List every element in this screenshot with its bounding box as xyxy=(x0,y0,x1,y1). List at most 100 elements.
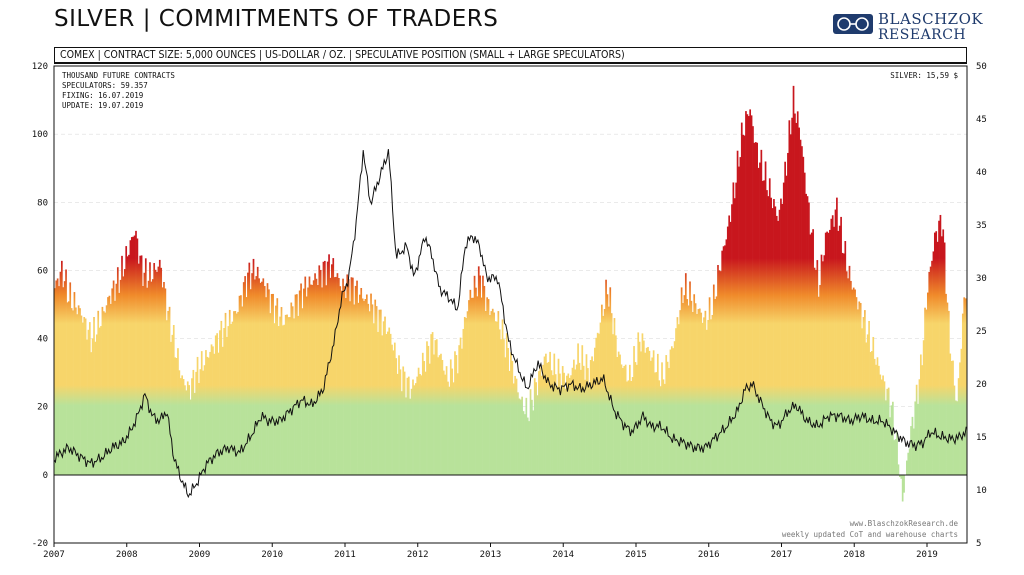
speculators-bar xyxy=(270,294,273,475)
speculators-bar xyxy=(454,351,456,475)
speculators-bar xyxy=(622,367,624,475)
speculators-bar xyxy=(233,311,235,475)
speculators-bar xyxy=(479,275,482,475)
speculators-bar xyxy=(249,289,252,475)
speculators-bar xyxy=(690,300,693,475)
speculators-bar xyxy=(627,380,630,475)
speculators-bar xyxy=(925,309,928,475)
speculators-bar xyxy=(286,314,288,475)
speculators-bar xyxy=(361,298,364,475)
left-tick-label: 20 xyxy=(37,403,48,413)
speculators-bar xyxy=(529,389,532,475)
speculators-bar xyxy=(816,260,819,475)
speculators-bar xyxy=(946,302,949,475)
speculators-area xyxy=(54,85,967,502)
speculators-bar xyxy=(119,279,122,475)
speculators-bar xyxy=(324,260,326,475)
speculators-bar xyxy=(391,344,393,475)
speculators-bar xyxy=(258,278,260,475)
speculators-bar xyxy=(714,299,717,475)
speculators-bar xyxy=(167,310,170,475)
speculators-bar xyxy=(609,287,612,475)
speculators-bar xyxy=(641,333,644,475)
speculators-bar xyxy=(395,358,398,475)
speculators-bar xyxy=(468,300,470,475)
speculators-bar xyxy=(329,277,332,475)
speculators-bar xyxy=(111,288,114,475)
speculators-bar xyxy=(801,146,803,475)
speculators-bar xyxy=(477,266,480,475)
speculators-bar xyxy=(701,322,704,475)
speculators-bar xyxy=(407,376,410,475)
speculators-bar xyxy=(633,346,635,475)
speculators-bar xyxy=(441,359,444,475)
speculators-bar xyxy=(606,294,609,475)
speculators-bar xyxy=(223,328,225,475)
subtitle-box: COMEX | CONTRACT SIZE: 5,000 OUNCES | US… xyxy=(54,47,967,64)
speculators-bar xyxy=(728,215,731,475)
speculators-bar xyxy=(156,271,158,475)
speculators-bar xyxy=(171,334,174,475)
speculators-bar xyxy=(168,306,171,475)
speculators-bar xyxy=(442,370,445,475)
speculators-bar xyxy=(416,376,419,475)
speculators-bar xyxy=(265,297,267,475)
speculators-bar xyxy=(687,305,690,475)
speculators-bar xyxy=(268,289,270,475)
speculators-bar xyxy=(172,325,175,475)
speculators-bar xyxy=(346,274,349,475)
speculators-bar xyxy=(74,307,77,475)
speculators-bar xyxy=(332,258,335,475)
speculators-bar xyxy=(918,379,921,475)
speculators-bar xyxy=(216,333,218,475)
speculators-bar xyxy=(684,273,687,475)
speculators-bar xyxy=(596,332,599,475)
speculators-bar xyxy=(746,114,749,475)
speculators-bar xyxy=(732,182,735,475)
speculators-bar xyxy=(434,340,437,475)
speculators-bar xyxy=(193,392,196,475)
speculators-bar xyxy=(615,335,617,475)
speculators-bar xyxy=(543,356,546,475)
speculators-bar xyxy=(682,303,684,475)
speculators-bar xyxy=(101,306,104,475)
info-line-1: THOUSAND FUTURE CONTRACTS xyxy=(62,71,175,80)
speculators-bar xyxy=(929,266,932,475)
speculators-bar xyxy=(224,312,227,475)
speculators-bar xyxy=(514,375,516,475)
speculators-bar xyxy=(535,382,537,475)
speculators-bar xyxy=(735,182,738,475)
speculators-bar xyxy=(114,300,116,475)
speculators-bar xyxy=(753,142,756,475)
speculators-bar xyxy=(157,266,160,475)
speculators-bar xyxy=(109,303,112,475)
speculators-bar xyxy=(588,385,591,475)
speculators-bar xyxy=(261,281,263,475)
speculators-bar xyxy=(55,280,58,475)
speculators-bar xyxy=(889,417,891,475)
speculators-bar xyxy=(280,307,283,475)
speculators-bar xyxy=(440,353,442,475)
speculators-bar xyxy=(703,317,705,475)
x-tick-label: 2008 xyxy=(116,550,138,560)
speculators-bar xyxy=(524,414,526,475)
speculators-bar xyxy=(613,318,616,475)
speculators-bar xyxy=(298,290,301,475)
left-tick-label: 120 xyxy=(32,62,48,72)
speculators-bar xyxy=(181,375,184,475)
speculators-bar xyxy=(209,351,211,475)
speculators-bar xyxy=(947,310,950,475)
speculators-bar xyxy=(470,297,473,475)
speculators-bar xyxy=(656,353,659,475)
speculators-bar xyxy=(673,341,676,475)
ornament-logo-icon xyxy=(833,14,873,34)
speculators-bar xyxy=(809,234,812,475)
speculators-bar xyxy=(409,398,412,475)
speculators-bar xyxy=(626,381,628,475)
speculators-bar xyxy=(635,364,638,475)
speculators-bar xyxy=(494,321,497,475)
speculators-bar xyxy=(623,366,626,475)
speculators-bar xyxy=(812,229,814,475)
speculators-bar xyxy=(539,367,542,475)
speculators-bar xyxy=(65,269,67,475)
